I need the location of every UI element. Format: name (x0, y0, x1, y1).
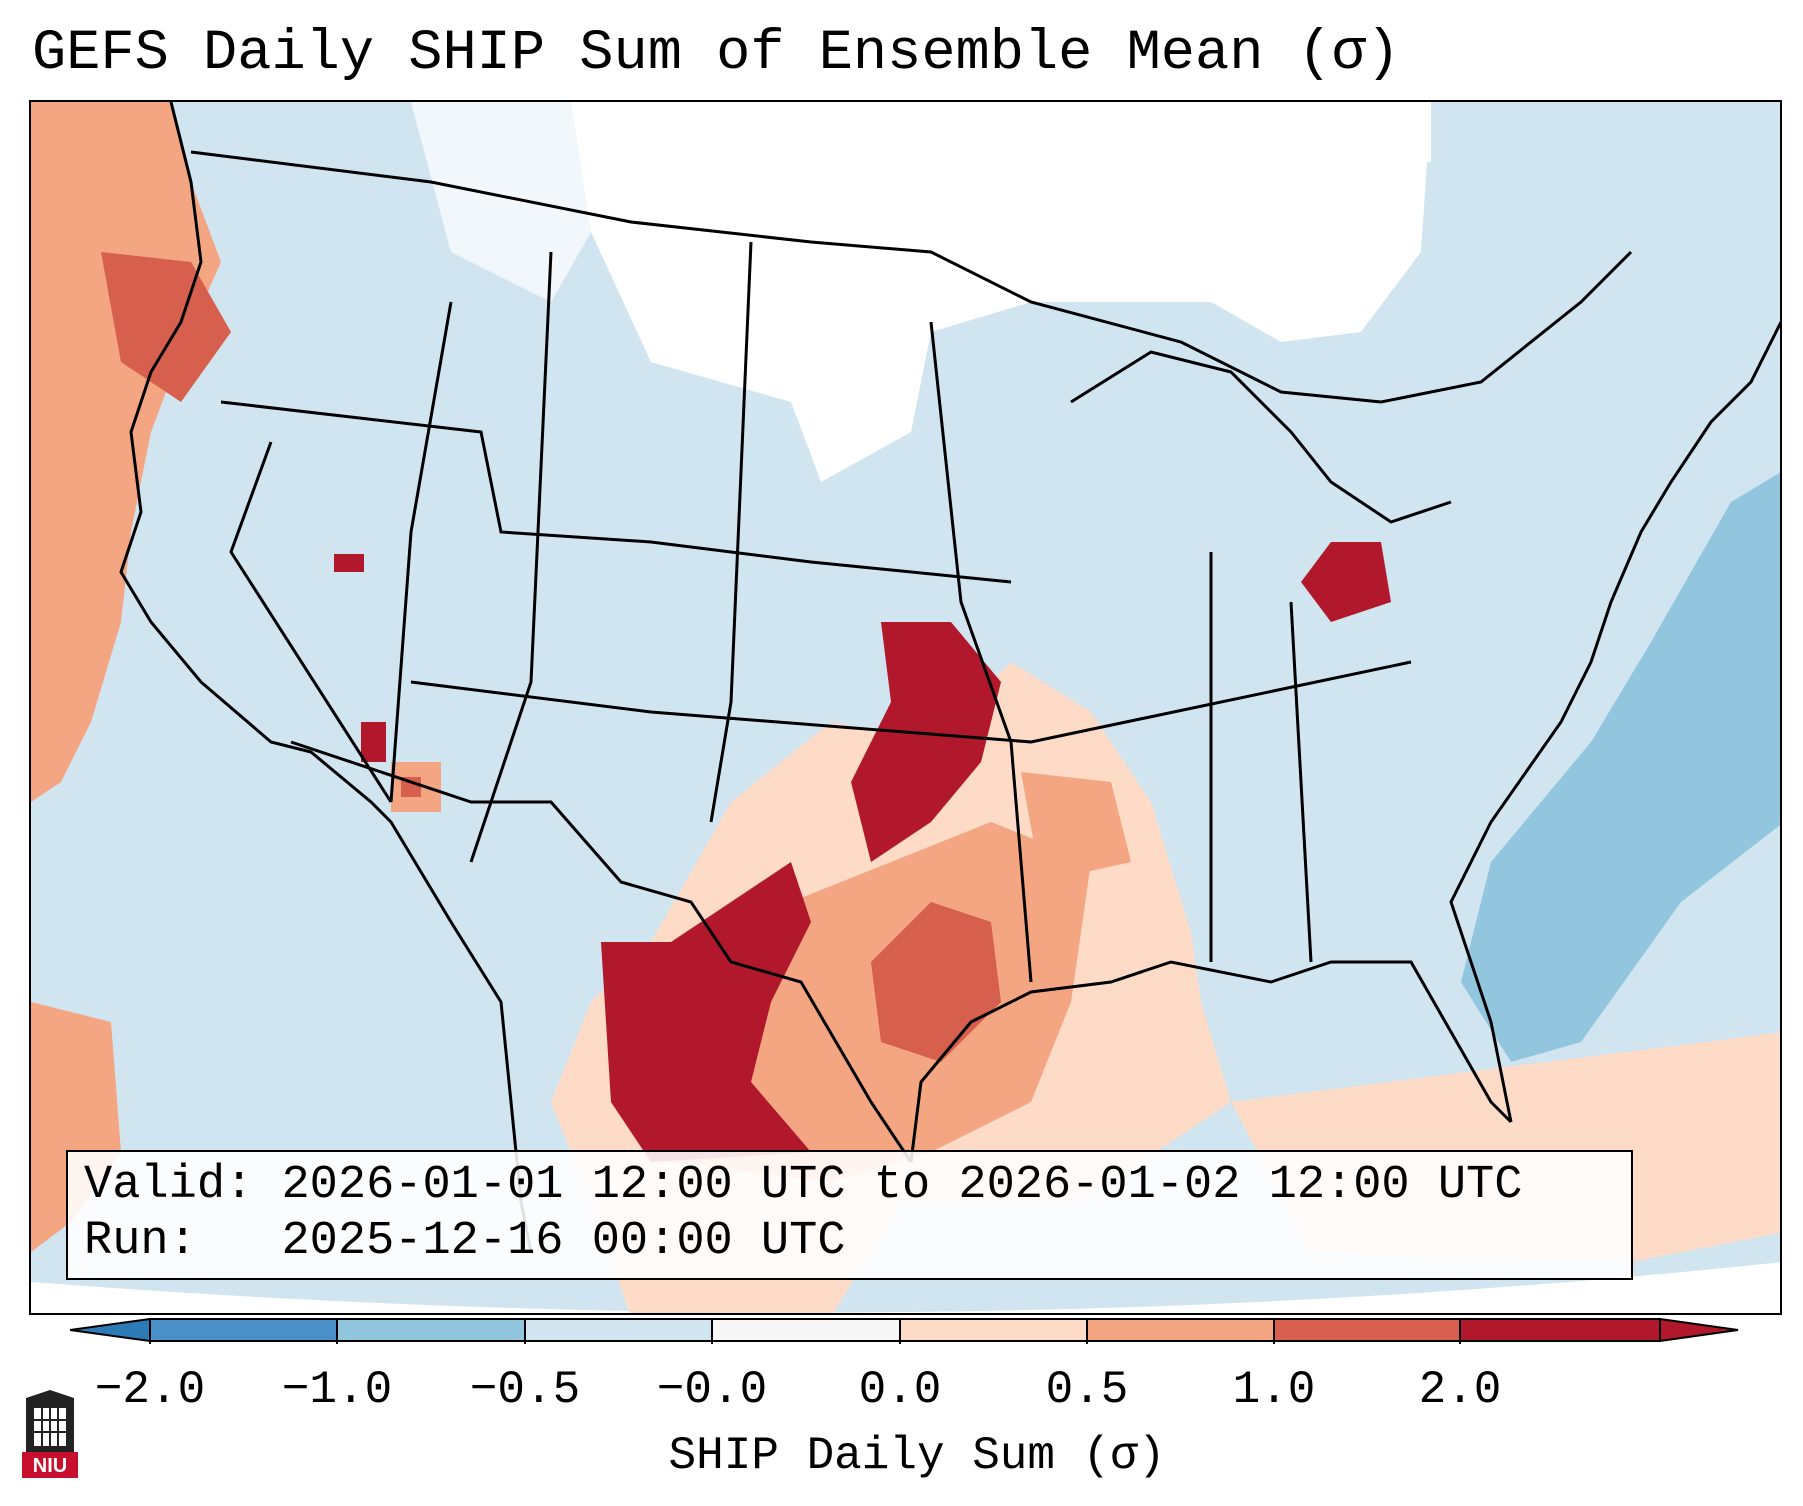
no-data-region (411, 102, 591, 302)
colorbar-segments (70, 1318, 1739, 1344)
niu-logo: NIU (22, 1390, 78, 1478)
valid-run-info-box: Valid: 2026-01-01 12:00 UTC to 2026-01-0… (66, 1150, 1633, 1280)
state-line (220, 400, 1012, 584)
colorbar-tick-label: −1.0 (281, 1364, 393, 1416)
canada-border (190, 150, 1633, 404)
colorbar-segment (712, 1319, 900, 1341)
state-line (410, 660, 1412, 744)
colorbar-tick-label: −0.0 (656, 1364, 768, 1416)
mexico-border (290, 740, 913, 1163)
east-coast (1449, 321, 1780, 1123)
negative-anomaly-atlantic (1461, 472, 1780, 1062)
colorbar-tick-label: −0.5 (469, 1364, 581, 1416)
colorbar-segment (1460, 1319, 1660, 1341)
positive-anomaly-pacific (31, 1002, 121, 1252)
no-data-region (31, 1262, 1780, 1313)
valid-label: Valid: (84, 1159, 254, 1212)
positive-anomaly-extreme (361, 722, 386, 762)
positive-anomaly-medium (1021, 772, 1131, 882)
colorbar-outline (149, 1318, 1661, 1342)
state-line (929, 321, 1033, 983)
state-line (469, 251, 553, 863)
colorbar-segment (1274, 1319, 1460, 1341)
logo-text: NIU (33, 1455, 67, 1477)
colorbar-extend-low (70, 1318, 151, 1343)
no-data-region (571, 102, 1431, 482)
colorbar (70, 1318, 1739, 1344)
colorbar-tick-label: 0.0 (858, 1364, 942, 1416)
positive-anomaly-extreme (401, 777, 421, 797)
colorbar-segment (1087, 1319, 1274, 1341)
run-value: 2025-12-16 00:00 UTC (281, 1215, 846, 1268)
colorbar-segment (525, 1319, 712, 1341)
positive-anomaly-pacific (101, 252, 231, 402)
gulf-coast (909, 960, 1513, 1163)
map-panel (29, 100, 1782, 1315)
colorbar-segment (337, 1319, 525, 1341)
colorbar-label: SHIP Daily Sum (σ) (668, 1430, 1166, 1482)
colorbar-tick-label: 0.5 (1045, 1364, 1129, 1416)
great-lakes (1070, 350, 1452, 524)
colorbar-tick-label: −2.0 (94, 1364, 206, 1416)
positive-anomaly-extreme (851, 622, 1001, 862)
colorbar-segment (150, 1319, 337, 1341)
positive-anomaly-extreme (1301, 542, 1391, 622)
colorbar-tick-label: 1.0 (1232, 1364, 1316, 1416)
positive-anomaly-strong (871, 902, 1001, 1062)
run-label: Run: (84, 1215, 197, 1268)
colorbar-tick-label: 2.0 (1418, 1364, 1502, 1416)
west-coast-outline (119, 102, 533, 1253)
state-line (389, 301, 453, 803)
no-data-region (1031, 102, 1431, 162)
state-line (229, 441, 393, 803)
colorbar-extend-high (1659, 1318, 1739, 1343)
boundaries (119, 102, 1780, 1253)
state-line (1289, 601, 1313, 963)
positive-anomaly-extreme (601, 862, 811, 1162)
state-line (709, 241, 753, 823)
colorbar-segment (900, 1319, 1087, 1341)
ship-anomaly-map (31, 102, 1780, 1313)
valid-value: 2026-01-01 12:00 UTC to 2026-01-02 12:00… (281, 1159, 1523, 1212)
map-title: GEFS Daily SHIP Sum of Ensemble Mean (σ) (32, 22, 1401, 86)
positive-anomaly-extreme (334, 554, 364, 572)
